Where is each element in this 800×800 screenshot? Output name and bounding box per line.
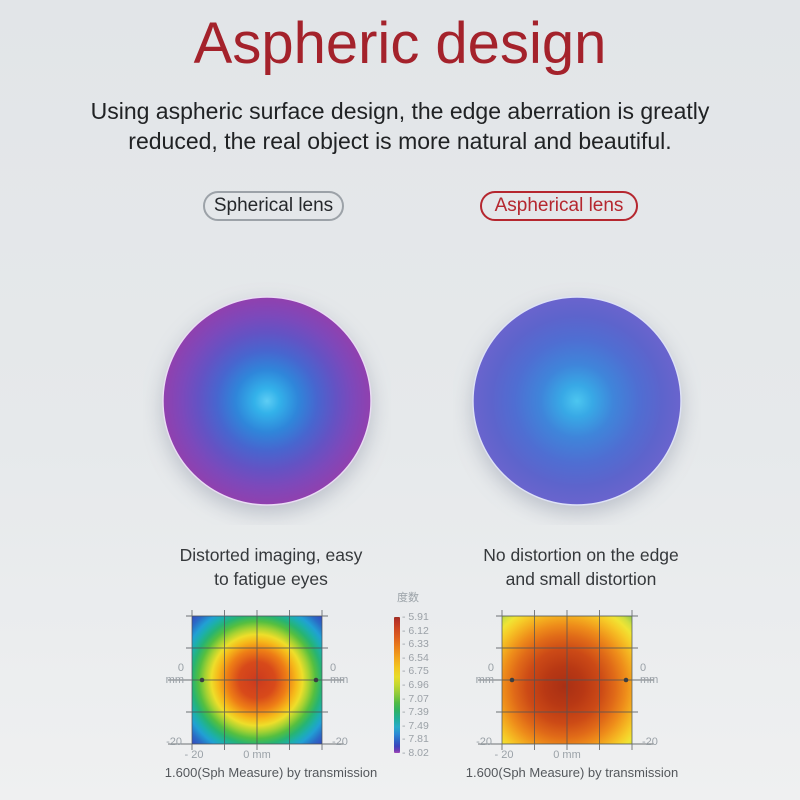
scale-tick: - 6.96 bbox=[402, 678, 429, 691]
badge-spherical-lens: Spherical lens bbox=[203, 191, 344, 221]
spherical-lens-caption: Distorted imaging, easy to fatigue eyes bbox=[133, 543, 409, 591]
spherical-power-heatmap: 0 mm 0 mm -20 -20 - 20 0 mm bbox=[166, 610, 348, 761]
scale-tick: - 6.75 bbox=[402, 665, 429, 678]
aspherical-power-heatmap: 0 mm 0 mm -20 -20 - 20 0 mm bbox=[476, 610, 658, 761]
measure-dots bbox=[509, 677, 629, 683]
scale-tick: - 7.81 bbox=[402, 733, 429, 746]
x-neg20-label: - 20 bbox=[184, 749, 204, 761]
aspherical-caption-line1: No distortion on the edge bbox=[483, 545, 679, 565]
subtitle-line2: reduced, the real object is more natural… bbox=[128, 128, 672, 154]
aspherical-heatmap-grid bbox=[478, 610, 654, 750]
scale-tick: - 7.07 bbox=[402, 692, 429, 705]
spherical-caption-line2: to fatigue eyes bbox=[214, 569, 328, 589]
scale-tick: - 6.33 bbox=[402, 638, 429, 651]
y-neg20-label-right: -20 bbox=[642, 736, 658, 748]
y-zero-label-left: 0 mm bbox=[165, 662, 184, 686]
y-zero-label-right: 0 mm bbox=[640, 662, 659, 686]
aspherical-lens-diagram bbox=[472, 296, 682, 506]
subtitle-line1: Using aspheric surface design, the edge … bbox=[90, 98, 710, 124]
color-scale-bar bbox=[394, 617, 400, 753]
scale-tick: - 6.54 bbox=[402, 651, 429, 664]
aspherical-heatmap-caption: 1.600(Sph Measure) by transmission bbox=[465, 765, 679, 780]
measure-dots bbox=[199, 677, 319, 683]
scale-tick: - 8.02 bbox=[402, 746, 429, 759]
scale-tick: - 6.12 bbox=[402, 624, 429, 637]
scale-tick: - 7.39 bbox=[402, 706, 429, 719]
spherical-heatmap-grid bbox=[168, 610, 344, 750]
y-zero-label-right: 0 mm bbox=[330, 662, 349, 686]
spherical-caption-line1: Distorted imaging, easy bbox=[179, 545, 363, 565]
page-title: Aspheric design bbox=[193, 11, 607, 76]
color-scale-labels: - 5.91 - 6.12 - 6.33 - 6.54 - 6.75 - 6.9… bbox=[402, 612, 429, 758]
aspherical-lens-caption: No distortion on the edge and small dist… bbox=[443, 543, 719, 591]
y-neg20-label-left: -20 bbox=[476, 736, 492, 748]
aspherical-lens-circle bbox=[472, 296, 682, 506]
y-neg20-label-right: -20 bbox=[332, 736, 348, 748]
legend-title: 度数 bbox=[397, 592, 419, 604]
aspherical-caption-line2: and small distortion bbox=[505, 569, 657, 589]
spherical-lens-diagram bbox=[162, 296, 372, 506]
x-zero-label: 0 mm bbox=[553, 749, 581, 761]
subtitle: Using aspheric surface design, the edge … bbox=[0, 96, 800, 156]
scale-tick: - 5.91 bbox=[402, 611, 429, 623]
x-neg20-label: - 20 bbox=[494, 749, 514, 761]
x-zero-label: 0 mm bbox=[243, 749, 271, 761]
spherical-lens-circle bbox=[162, 296, 372, 506]
badge-aspherical-lens: Aspherical lens bbox=[480, 191, 638, 221]
spherical-heatmap-caption: 1.600(Sph Measure) by transmission bbox=[164, 765, 378, 780]
y-neg20-label-left: -20 bbox=[166, 736, 182, 748]
y-zero-label-left: 0 mm bbox=[475, 662, 494, 686]
scale-tick: - 7.49 bbox=[402, 719, 429, 732]
